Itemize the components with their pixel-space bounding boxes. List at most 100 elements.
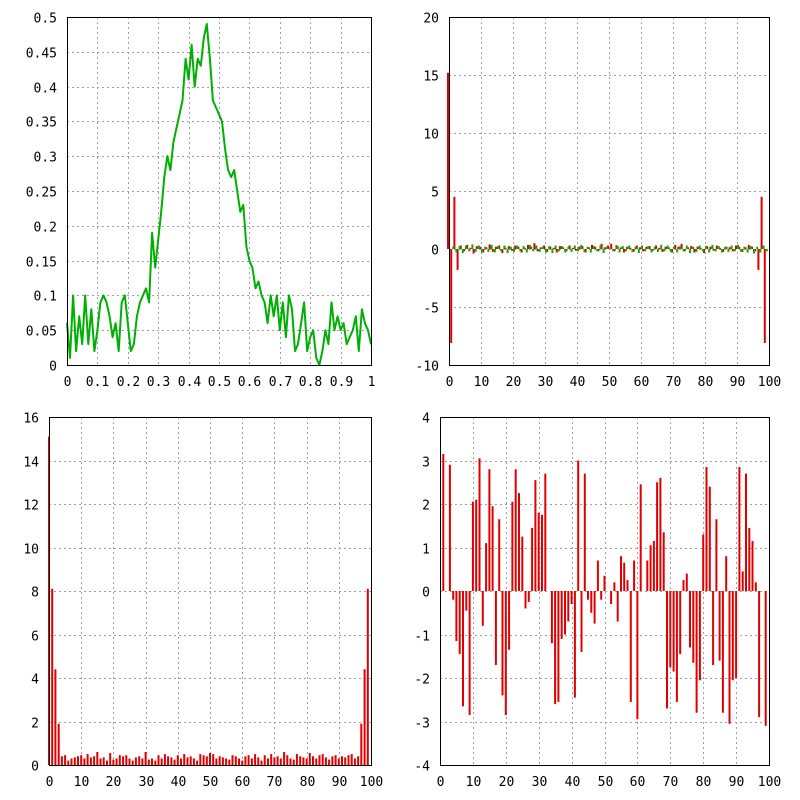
data-point <box>261 294 263 296</box>
y-tick-label: 12 <box>23 499 39 514</box>
y-tick-label: 15 <box>423 70 439 85</box>
y-tick-label: 5 <box>431 186 439 201</box>
y-tick-label: 0.15 <box>26 256 57 271</box>
y-tick-label: 0.2 <box>34 221 57 236</box>
data-point <box>133 343 135 345</box>
y-tick-label: 6 <box>31 630 39 645</box>
y-tick-label: 0.05 <box>26 325 57 340</box>
data-point <box>87 343 89 345</box>
x-tick-label: 100 <box>758 775 781 790</box>
data-point <box>212 99 214 102</box>
y-tick-label: -4 <box>414 760 430 775</box>
y-tick-label: 16 <box>23 412 39 427</box>
data-point <box>230 176 232 178</box>
y-tick-label: 10 <box>23 543 39 558</box>
data-point <box>93 350 95 352</box>
x-tick-label: 0.6 <box>238 375 261 390</box>
y-tick-label: 3 <box>422 456 430 471</box>
data-point <box>330 301 333 303</box>
data-point <box>206 23 208 25</box>
data-point <box>236 190 238 192</box>
data-point <box>349 336 351 338</box>
y-tick-label: -1 <box>414 630 430 645</box>
x-tick-label: 30 <box>532 775 548 790</box>
x-tick-label: 100 <box>758 375 781 390</box>
data-point <box>160 211 162 213</box>
x-tick-label: 40 <box>570 375 586 390</box>
y-tick-label: -2 <box>414 673 430 688</box>
data-point <box>355 315 357 317</box>
x-tick-label: 10 <box>74 775 90 790</box>
data-point <box>72 294 74 296</box>
data-point <box>303 301 305 303</box>
plot-frame <box>49 417 372 766</box>
data-point <box>142 294 144 296</box>
data-point <box>315 357 317 359</box>
x-tick-label: 90 <box>729 775 745 790</box>
x-tick-label: 0.4 <box>178 375 202 390</box>
x-tick-label: 1 <box>368 375 376 390</box>
x-tick-label: 0.8 <box>299 375 322 390</box>
data-point <box>300 322 302 324</box>
data-point <box>291 308 293 310</box>
x-tick-label: 0 <box>64 375 72 390</box>
x-tick-label: 10 <box>474 375 490 390</box>
data-point <box>197 58 199 60</box>
data-point <box>96 329 98 331</box>
data-point <box>364 322 366 324</box>
data-point <box>136 315 138 317</box>
y-tick-label: -3 <box>414 717 430 732</box>
data-point <box>309 336 311 338</box>
data-point <box>191 44 193 46</box>
data-point <box>288 294 290 296</box>
data-point <box>343 322 345 324</box>
data-point <box>81 343 83 345</box>
y-tick-label: 0.5 <box>34 12 57 27</box>
data-point <box>337 315 339 317</box>
data-point <box>90 308 92 310</box>
data-point <box>130 350 132 352</box>
data-point <box>203 37 205 39</box>
x-tick-label: 0 <box>46 775 54 790</box>
data-point <box>346 343 348 345</box>
data-point <box>157 239 159 241</box>
data-point <box>224 148 226 150</box>
data-point <box>215 106 217 109</box>
panel-top-right: 0 10 20 30 40 50 60 70 80 90 100 -10 -5 0 5 10 15 20 <box>416 12 782 391</box>
data-point <box>276 294 278 296</box>
data-point <box>154 267 156 269</box>
y-tick-label: 0.4 <box>34 82 58 97</box>
data-point <box>282 301 284 303</box>
data-point <box>251 267 253 269</box>
data-point <box>254 287 257 289</box>
y-tick-label: 8 <box>31 586 39 601</box>
data-point <box>352 329 354 331</box>
data-point <box>178 113 181 115</box>
y-tick-label: 0.3 <box>34 151 57 166</box>
data-point <box>358 350 360 352</box>
data-point <box>227 169 229 171</box>
y-tick-label: 0 <box>49 360 57 375</box>
data-point <box>188 79 190 81</box>
y-tick-label: 1 <box>422 543 430 558</box>
data-point <box>264 301 266 303</box>
x-tick-label: 70 <box>267 775 283 790</box>
data-point <box>209 58 211 60</box>
plot-frame <box>440 417 770 766</box>
x-tick-label: 10 <box>466 775 482 790</box>
data-point <box>127 322 129 324</box>
data-point <box>327 343 329 345</box>
y-tick-label: 14 <box>23 456 39 471</box>
x-tick-label: 70 <box>666 375 682 390</box>
x-tick-label: 90 <box>730 375 746 390</box>
data-point <box>239 211 241 213</box>
x-tick-label: 40 <box>565 775 581 790</box>
plot-frame <box>449 17 770 366</box>
x-tick-label: 0.2 <box>117 375 140 390</box>
data-point <box>163 176 165 178</box>
data-point <box>84 294 86 296</box>
data-point <box>151 232 153 234</box>
data-point <box>99 301 101 303</box>
data-point <box>248 260 250 262</box>
x-tick-label: 80 <box>698 375 714 390</box>
